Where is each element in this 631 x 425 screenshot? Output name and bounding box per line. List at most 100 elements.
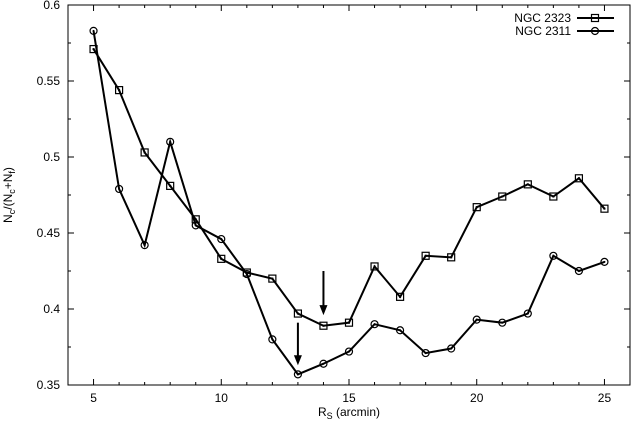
- data-point-center: [424, 352, 427, 355]
- y-tick-label: 0.55: [37, 74, 61, 88]
- data-point-center: [118, 187, 121, 190]
- data-point-center: [245, 273, 248, 276]
- data-point-center: [296, 312, 299, 315]
- axes: 5 10 15 20 25 0.35 0.4 0.45 0.5 0.55 0.6: [37, 0, 631, 405]
- data-point-center: [169, 184, 172, 187]
- data-point-circle: [523, 309, 532, 318]
- data-point-center: [348, 321, 350, 324]
- arrow-head: [293, 355, 302, 366]
- data-point-circle: [498, 318, 507, 327]
- y-tick-label: 0.5: [43, 150, 60, 164]
- data-point-center: [348, 350, 350, 353]
- legend-label: NGC 2323: [514, 11, 571, 25]
- data-point-center: [373, 323, 376, 326]
- data-point-center: [552, 254, 555, 257]
- data-point-circle: [447, 344, 456, 353]
- data-point-circle: [395, 326, 405, 335]
- x-tick-label: 20: [470, 391, 484, 405]
- data-point-center: [143, 151, 146, 154]
- data-point-center: [501, 321, 504, 324]
- y-tick-label: 0.4: [43, 302, 60, 316]
- data-point-center: [399, 295, 402, 298]
- data-point-circle: [217, 234, 226, 244]
- annotations: [293, 271, 328, 366]
- data-point-center: [577, 177, 580, 180]
- data-point-center: [92, 48, 95, 51]
- data-point-center: [399, 329, 402, 332]
- data-point-circle: [344, 347, 354, 356]
- data-point-circle: [590, 26, 600, 36]
- x-tick-label: 15: [342, 391, 356, 405]
- arrow-head: [319, 305, 328, 316]
- data-point-square: [370, 262, 379, 271]
- data-point-circle: [89, 26, 98, 35]
- x-tick-label: 25: [598, 391, 612, 405]
- data-point-center: [322, 324, 325, 327]
- data-point-circle: [319, 359, 328, 368]
- y-axis-title: Nc/(Nc+Nf): [1, 167, 17, 223]
- data-point-square: [523, 180, 532, 189]
- y-tick-label: 0.45: [37, 226, 61, 240]
- data-point-circle: [191, 221, 200, 230]
- y-tick-label: 0.6: [43, 0, 60, 12]
- data-point-square: [114, 86, 124, 95]
- data-point-square: [498, 192, 507, 201]
- data-point-square: [472, 203, 481, 212]
- series-ngc-2311: [89, 26, 609, 379]
- axis-titles: RS (arcmin) Nc/(Nc+Nf): [1, 167, 380, 421]
- data-point-center: [577, 270, 580, 272]
- plot-area: [89, 26, 609, 379]
- data-point-square: [549, 192, 558, 201]
- data-point-center: [271, 338, 274, 341]
- x-tick-label: 10: [215, 391, 229, 405]
- data-point-square: [166, 181, 175, 190]
- data-point-center: [603, 260, 606, 263]
- data-point-square: [574, 174, 584, 183]
- y-tick-label: 0.35: [37, 378, 61, 392]
- data-point-circle: [166, 137, 175, 146]
- data-point-square: [344, 318, 354, 327]
- data-point-center: [92, 29, 95, 32]
- data-point-circle: [370, 320, 379, 329]
- data-point-center: [220, 238, 223, 241]
- data-point-center: [322, 362, 325, 365]
- data-point-circle: [549, 251, 558, 260]
- data-point-center: [118, 89, 121, 92]
- data-point-square: [395, 292, 405, 301]
- x-axis-title: RS (arcmin): [318, 405, 380, 421]
- data-point-square: [293, 309, 303, 318]
- data-point-center: [194, 224, 197, 227]
- data-point-square: [319, 321, 328, 330]
- x-tick-label: 5: [90, 391, 97, 405]
- data-point-center: [501, 195, 504, 198]
- series-ngc-2323: [89, 44, 609, 330]
- data-point-circle: [114, 184, 124, 194]
- data-point-square: [268, 274, 277, 283]
- legend-label: NGC 2311: [515, 24, 571, 38]
- data-point-center: [526, 183, 529, 186]
- data-point-center: [552, 195, 555, 198]
- data-point-center: [143, 244, 146, 247]
- data-point-square: [217, 254, 226, 263]
- data-point-center: [424, 254, 427, 257]
- data-point-square: [140, 148, 149, 157]
- data-point-circle: [140, 241, 149, 250]
- data-point-circle: [293, 370, 303, 379]
- data-point-square: [600, 204, 609, 213]
- data-point-center: [296, 373, 299, 376]
- data-point-center: [475, 318, 478, 321]
- data-point-center: [603, 207, 606, 210]
- data-point-center: [594, 17, 596, 19]
- data-point-square: [447, 253, 456, 262]
- data-point-circle: [421, 348, 430, 358]
- plot-frame: [67, 4, 631, 386]
- data-point-center: [450, 347, 453, 350]
- data-point-circle: [472, 315, 481, 324]
- data-point-circle: [242, 269, 251, 279]
- data-point-center: [169, 140, 172, 143]
- data-point-center: [475, 206, 478, 209]
- data-point-circle: [268, 335, 277, 344]
- data-point-center: [450, 256, 453, 259]
